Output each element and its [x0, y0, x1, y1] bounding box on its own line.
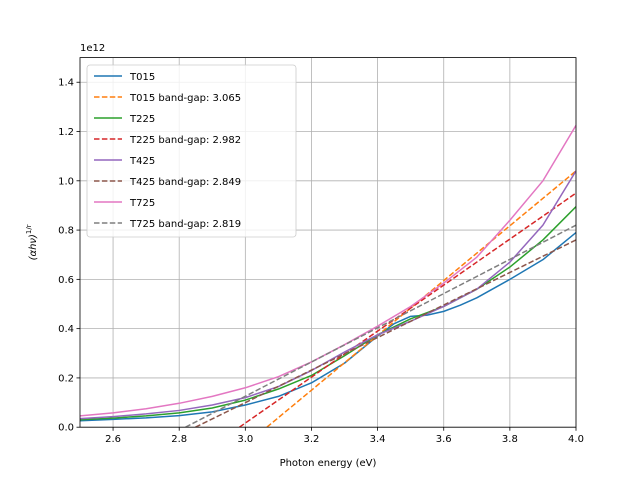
y-tick-label: 0.2 [58, 373, 74, 384]
legend-label: T425 [129, 156, 155, 167]
legend-label: T015 band-gap: 3.065 [129, 93, 241, 104]
legend-label: T725 [129, 198, 155, 209]
x-tick-label: 3.6 [436, 434, 452, 445]
y-tick-label: 1.2 [58, 127, 74, 138]
y-tick-label: 0.6 [58, 275, 74, 286]
series-line-8 [185, 224, 576, 428]
x-tick-label: 2.6 [105, 434, 121, 445]
y-tick-label: 0.4 [58, 324, 74, 335]
legend-label: T225 [129, 114, 155, 125]
y-axis-label-exponent: 1/r [25, 224, 33, 234]
legend: T015 T015 band-gap: 3.065 T225 T225 band-ga… [86, 64, 297, 238]
y-tick-label: 1.0 [58, 176, 74, 187]
x-tick-label: 3.2 [304, 434, 320, 445]
plot-frame [79, 57, 577, 428]
x-tick-label: 3.0 [237, 434, 253, 445]
series-line-5 [80, 170, 576, 420]
y-tick-label: 0.0 [58, 423, 74, 434]
y-axis-label: (αhν)1/r [25, 224, 39, 260]
legend-label: T225 band-gap: 2.982 [129, 135, 241, 146]
axis-ticks: 2.6 2.8 3.0 3.2 3.4 3.6 3.8 4.0 0.0 0.2 0.4 0.6 0.8 1… [58, 78, 584, 445]
x-axis-label: Photon energy (eV) [280, 458, 377, 469]
series-line-4 [238, 192, 576, 428]
x-tick-label: 4.0 [568, 434, 584, 445]
series-lines [80, 124, 576, 428]
y-offset-text: 1e12 [80, 43, 105, 54]
x-tick-label: 2.8 [171, 434, 187, 445]
legend-label: T425 band-gap: 2.849 [129, 177, 241, 188]
y-axis-label-base: (αhν) [28, 234, 39, 260]
legend-label: T725 band-gap: 2.819 [129, 219, 241, 230]
legend-label: T015 [129, 72, 155, 83]
x-tick-label: 3.4 [370, 434, 386, 445]
legend-box [86, 64, 297, 238]
x-tick-label: 3.8 [502, 434, 518, 445]
y-tick-label: 1.4 [58, 78, 74, 89]
y-tick-label: 0.8 [58, 226, 74, 237]
